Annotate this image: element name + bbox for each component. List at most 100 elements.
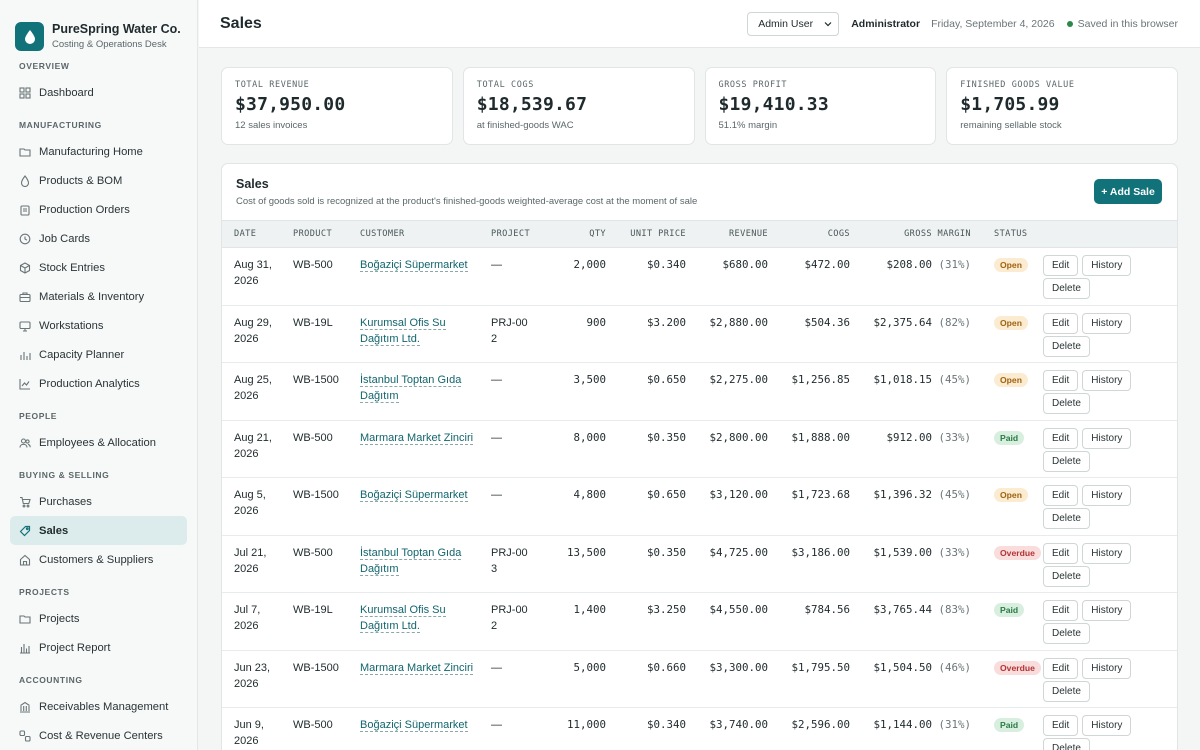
cell-gross-margin: $2,375.64 (82%): [850, 305, 971, 363]
customer-link[interactable]: Kurumsal Ofis Su Dağıtım Ltd.: [360, 316, 446, 346]
cell-qty: 2,000: [573, 258, 606, 271]
sidebar-item-production-analytics[interactable]: Production Analytics: [10, 369, 187, 398]
sidebar-item-cost-revenue-centers[interactable]: Cost & Revenue Centers: [10, 721, 187, 750]
history-button[interactable]: History: [1082, 427, 1132, 449]
cell-product: WB-500: [293, 719, 333, 731]
edit-button[interactable]: Edit: [1043, 312, 1079, 334]
customer-link[interactable]: Kurumsal Ofis Su Dağıtım Ltd.: [360, 604, 446, 633]
save-status-text: Saved in this browser: [1077, 17, 1178, 30]
column-header[interactable]: COGS: [768, 220, 850, 248]
sidebar-item-production-orders[interactable]: Production Orders: [10, 195, 187, 224]
briefcase-icon: [19, 291, 31, 303]
edit-button[interactable]: Edit: [1043, 485, 1079, 506]
cell-unit-price: $3.200: [646, 315, 686, 329]
delete-button[interactable]: Delete: [1043, 738, 1090, 750]
cell-unit-price: $0.660: [646, 660, 686, 674]
cell-date: Aug 25, 2026: [234, 374, 272, 402]
edit-button[interactable]: Edit: [1043, 657, 1079, 679]
box-icon: [19, 261, 31, 274]
delete-button[interactable]: Delete: [1043, 565, 1090, 587]
history-button[interactable]: History: [1082, 542, 1132, 564]
column-header[interactable]: DATE: [222, 220, 293, 248]
delete-button[interactable]: Delete: [1043, 335, 1090, 357]
add-sale-button[interactable]: + Add Sale: [1094, 179, 1162, 204]
delete-button[interactable]: Delete: [1043, 508, 1090, 529]
customer-link[interactable]: Boğaziçi Süpermarket: [360, 489, 468, 502]
customer-link[interactable]: Boğaziçi Süpermarket: [360, 719, 468, 732]
delete-button[interactable]: Delete: [1043, 623, 1090, 644]
customer-link[interactable]: İstanbul Toptan Gıda Dağıtım: [360, 546, 462, 576]
edit-button[interactable]: Edit: [1043, 542, 1079, 564]
margin-percent: (45%): [938, 373, 971, 386]
history-button[interactable]: History: [1082, 657, 1132, 679]
customer-link[interactable]: İstanbul Toptan Gıda Dağıtım: [360, 374, 462, 403]
sidebar-item-materials-inventory[interactable]: Materials & Inventory: [10, 282, 187, 311]
user-select[interactable]: Admin User: [747, 11, 840, 36]
status-badge: Open: [994, 373, 1028, 387]
nav-section-buying-selling: BUYING & SELLING: [19, 470, 110, 480]
column-header[interactable]: PROJECT: [491, 220, 546, 248]
edit-button[interactable]: Edit: [1043, 255, 1079, 276]
delete-button[interactable]: Delete: [1043, 393, 1090, 414]
users-icon: [19, 437, 31, 449]
history-button[interactable]: History: [1082, 312, 1132, 334]
cell-product: WB-1500: [293, 489, 339, 501]
sidebar-item-manufacturing-home[interactable]: Manufacturing Home: [10, 137, 187, 166]
column-header[interactable]: STATUS: [971, 220, 1043, 248]
sidebar-item-project-report[interactable]: Project Report: [10, 633, 187, 662]
cell-customer: Boğaziçi Süpermarket: [360, 708, 491, 750]
history-button[interactable]: History: [1082, 600, 1132, 621]
sidebar-item-label: Customers & Suppliers: [39, 553, 154, 566]
cell-project: —: [491, 661, 502, 674]
delete-button[interactable]: Delete: [1043, 278, 1090, 299]
edit-button[interactable]: Edit: [1043, 370, 1079, 391]
sidebar-item-sales[interactable]: Sales: [10, 516, 187, 545]
cell-project: —: [491, 489, 502, 501]
status-dot-icon: [1066, 20, 1073, 27]
table-row: Jun 23, 2026 WB-1500 Marmara Market Zincir…: [222, 650, 1177, 708]
delete-button[interactable]: Delete: [1043, 450, 1090, 472]
sidebar-item-purchases[interactable]: Purchases: [10, 487, 187, 516]
sidebar-item-capacity-planner[interactable]: Capacity Planner: [10, 340, 187, 369]
edit-button[interactable]: Edit: [1043, 715, 1079, 736]
customer-link[interactable]: Boğaziçi Süpermarket: [360, 259, 468, 272]
sidebar-item-employees-allocation[interactable]: Employees & Allocation: [10, 428, 187, 457]
cart-icon: [19, 496, 31, 508]
sidebar-item-dashboard[interactable]: Dashboard: [10, 78, 187, 107]
column-header[interactable]: PRODUCT: [293, 220, 360, 248]
header: Sales Admin User Administrator Friday, S…: [199, 0, 1200, 48]
customer-link[interactable]: Marmara Market Zinciri: [360, 431, 474, 445]
cell-customer: Marmara Market Zinciri: [360, 650, 491, 708]
delete-button[interactable]: Delete: [1043, 680, 1090, 702]
sidebar-item-job-cards[interactable]: Job Cards: [10, 224, 187, 253]
column-header[interactable]: REVENUE: [686, 220, 768, 248]
sidebar-item-customers-suppliers[interactable]: Customers & Suppliers: [10, 545, 187, 574]
sidebar-item-products-bom[interactable]: Products & BOM: [10, 166, 187, 195]
cell-project: —: [491, 374, 502, 386]
history-button[interactable]: History: [1082, 255, 1132, 276]
column-header[interactable]: QTY: [546, 220, 606, 248]
cell-customer: Kurumsal Ofis Su Dağıtım Ltd.: [360, 593, 491, 651]
sidebar-item-receivables-management[interactable]: Receivables Management: [10, 692, 187, 721]
sidebar-item-stock-entries[interactable]: Stock Entries: [10, 253, 187, 282]
history-button[interactable]: History: [1082, 715, 1132, 736]
folder-icon: [19, 146, 31, 158]
edit-button[interactable]: Edit: [1043, 600, 1079, 621]
table-header-row: DATE PRODUCT CUSTOMER PROJECT QTY UNIT P…: [222, 220, 1177, 248]
column-header[interactable]: CUSTOMER: [360, 220, 491, 248]
layers-icon: [19, 729, 31, 742]
column-header[interactable]: GROSS MARGIN: [850, 220, 971, 248]
sidebar-item-workstations[interactable]: Workstations: [10, 311, 187, 340]
cell-actions: Edit History Delete: [1043, 535, 1177, 593]
column-header[interactable]: UNIT PRICE: [606, 220, 686, 248]
history-button[interactable]: History: [1082, 370, 1132, 391]
kpi-card-gross-profit: GROSS PROFIT $19,410.33 51.1% margin: [704, 67, 937, 145]
history-button[interactable]: History: [1082, 485, 1132, 506]
home-icon: [19, 554, 31, 566]
cell-actions: Edit History Delete: [1043, 420, 1177, 478]
customer-link[interactable]: Marmara Market Zinciri: [360, 661, 474, 675]
edit-button[interactable]: Edit: [1043, 427, 1079, 449]
sidebar-item-projects[interactable]: Projects: [10, 604, 187, 633]
table-row: Aug 29, 2026 WB-19L Kurumsal Ofis Su Dağıt…: [222, 305, 1177, 363]
cell-status: Paid: [971, 420, 1043, 478]
